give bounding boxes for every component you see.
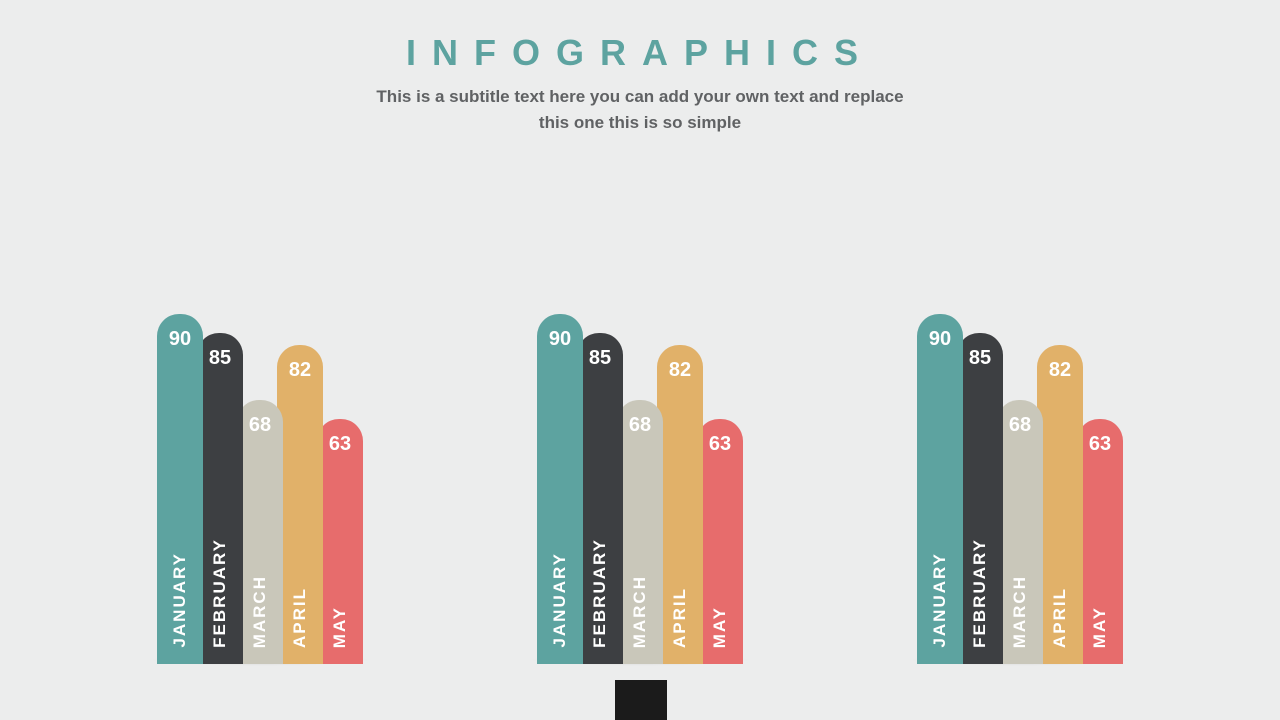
bar-february: 85 FEBRUARY: [577, 333, 623, 664]
bar-may: 63 MAY: [697, 419, 743, 664]
bar-value: 90: [169, 328, 191, 351]
header: INFOGRAPHICS This is a subtitle text her…: [0, 0, 1280, 135]
bar-january: 90 JANUARY: [537, 314, 583, 664]
bar-april: 82 APRIL: [1037, 345, 1083, 664]
bar-value: 85: [209, 347, 231, 370]
bar-label: APRIL: [290, 587, 310, 648]
bar-chart-3: 90 JANUARY 85 FEBRUARY 68 MARCH 82 APRIL 63 MAY: [917, 314, 1123, 664]
bar-value: 68: [1009, 414, 1031, 437]
bar-value: 82: [669, 359, 691, 382]
bar-chart-2: 90 JANUARY 85 FEBRUARY 68 MARCH 82 APRIL 63 MAY: [537, 314, 743, 664]
bar-value: 85: [589, 347, 611, 370]
infographic-canvas: INFOGRAPHICS This is a subtitle text her…: [0, 0, 1280, 720]
page-title: INFOGRAPHICS: [0, 32, 1280, 74]
bar-label: MARCH: [250, 575, 270, 648]
bar-label: MAY: [710, 606, 730, 648]
bar-value: 63: [1089, 433, 1111, 456]
bar-value: 68: [249, 414, 271, 437]
bar-label: JANUARY: [170, 552, 190, 648]
bar-march: 68 MARCH: [237, 400, 283, 664]
bar-march: 68 MARCH: [617, 400, 663, 664]
bar-label: JANUARY: [930, 552, 950, 648]
bar-january: 90 JANUARY: [917, 314, 963, 664]
bar-label: MARCH: [1010, 575, 1030, 648]
bar-label: APRIL: [670, 587, 690, 648]
overlay-box: [615, 680, 667, 720]
bar-label: JANUARY: [550, 552, 570, 648]
bar-label: APRIL: [1050, 587, 1070, 648]
bar-value: 82: [1049, 359, 1071, 382]
bar-value: 85: [969, 347, 991, 370]
bar-value: 90: [929, 328, 951, 351]
bar-value: 90: [549, 328, 571, 351]
page-subtitle: This is a subtitle text here you can add…: [290, 84, 990, 135]
bar-value: 63: [329, 433, 351, 456]
bar-february: 85 FEBRUARY: [957, 333, 1003, 664]
bar-february: 85 FEBRUARY: [197, 333, 243, 664]
bar-may: 63 MAY: [317, 419, 363, 664]
bar-label: FEBRUARY: [210, 538, 230, 648]
bar-value: 68: [629, 414, 651, 437]
bar-chart-1: 90 JANUARY 85 FEBRUARY 68 MARCH 82 APRIL 63 MAY: [157, 314, 363, 664]
bar-january: 90 JANUARY: [157, 314, 203, 664]
bar-value: 82: [289, 359, 311, 382]
bar-march: 68 MARCH: [997, 400, 1043, 664]
bar-label: MARCH: [630, 575, 650, 648]
bar-label: FEBRUARY: [970, 538, 990, 648]
bar-label: MAY: [330, 606, 350, 648]
bar-value: 63: [709, 433, 731, 456]
charts-row: 90JANUARY85FEBRUARY68MARCH82APRIL63MAY90…: [0, 314, 1280, 664]
bar-label: FEBRUARY: [590, 538, 610, 648]
bar-april: 82 APRIL: [657, 345, 703, 664]
bar-may: 63 MAY: [1077, 419, 1123, 664]
bar-label: MAY: [1090, 606, 1110, 648]
bar-april: 82 APRIL: [277, 345, 323, 664]
